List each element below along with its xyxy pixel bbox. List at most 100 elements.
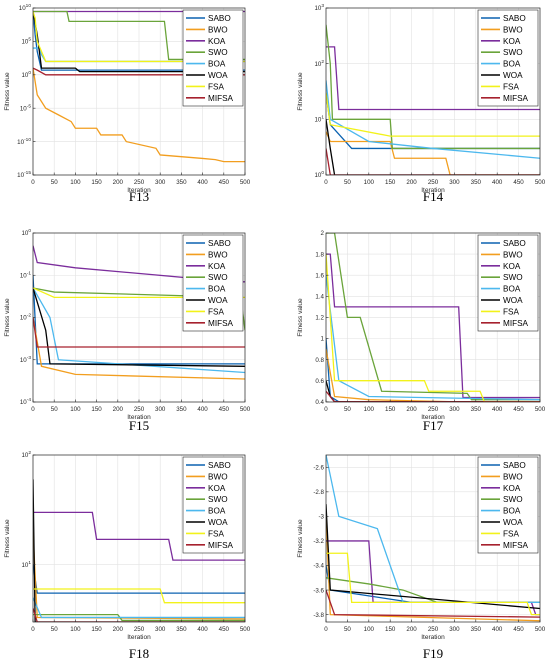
- legend-box: [182, 456, 244, 554]
- legend-box: [477, 9, 539, 107]
- x-tick-label: 150: [385, 179, 396, 186]
- x-tick-label: 450: [513, 626, 524, 633]
- legend: SABO BWO KOA SWO BOA WOA FSA MIFSA: [182, 456, 244, 554]
- x-tick-label: 350: [176, 179, 187, 186]
- chart-caption: F14: [423, 189, 444, 204]
- legend-label-fsa: FSA: [503, 82, 519, 91]
- y-axis-label: Fitness value: [4, 298, 11, 337]
- y-tick-label: 102: [21, 450, 31, 459]
- series-line-fsa: [33, 588, 245, 604]
- x-tick-label: 400: [492, 406, 503, 413]
- y-axis-label: Fitness value: [4, 72, 11, 111]
- legend-label-sabo: SABO: [503, 239, 526, 248]
- y-tick-label: 105: [21, 37, 31, 46]
- chart-panel-f14: 0 50 100 150 200 250 300 350 400 450 500 103 102 101 1…: [297, 3, 546, 204]
- y-tick-label: -2.8: [313, 489, 324, 496]
- y-axis-label: Fitness value: [297, 72, 304, 111]
- x-tick-label: 100: [364, 626, 375, 633]
- legend-label-mifsa: MIFSA: [503, 319, 529, 328]
- chart-caption: F17: [423, 418, 444, 433]
- chart-panel-f15: 0 50 100 150 200 250 300 350 400 450 500 100 10-1 10-…: [4, 228, 251, 433]
- x-tick-label: 0: [324, 179, 328, 186]
- series-line-koa: [33, 511, 245, 561]
- y-tick-label: 10-1: [20, 270, 31, 279]
- legend-label-swo: SWO: [208, 48, 228, 57]
- legend: SABO BWO KOA SWO BOA WOA FSA MIFSA: [477, 9, 539, 107]
- legend-box: [182, 234, 244, 332]
- legend-label-boa: BOA: [503, 60, 521, 69]
- y-tick-label: 10-3: [20, 355, 31, 364]
- x-tick-label: 50: [51, 626, 58, 633]
- legend-label-woa: WOA: [208, 518, 228, 527]
- legend-box: [477, 234, 539, 332]
- y-tick-label: 1.6: [315, 272, 324, 279]
- y-tick-label: -3.4: [313, 563, 324, 570]
- x-tick-label: 0: [324, 626, 328, 633]
- series-line-fsa: [326, 92, 540, 137]
- legend-label-boa: BOA: [503, 507, 521, 516]
- y-tick-label: 102: [314, 59, 324, 68]
- y-tick-label: 0.8: [315, 357, 324, 364]
- y-tick-label: 10-4: [20, 397, 31, 406]
- x-tick-label: 200: [113, 626, 124, 633]
- series-line-boa: [33, 287, 245, 374]
- series-line-mifsa: [33, 317, 245, 348]
- legend-label-sabo: SABO: [208, 461, 231, 470]
- x-tick-label: 50: [344, 626, 351, 633]
- y-tick-label: -3.8: [313, 612, 324, 619]
- x-tick-label: 300: [449, 626, 460, 633]
- x-tick-label: 400: [197, 179, 208, 186]
- x-tick-label: 450: [513, 406, 524, 413]
- x-tick-label: 0: [31, 626, 35, 633]
- x-axis-label: Iteration: [127, 634, 151, 641]
- series-line-fsa: [326, 552, 540, 616]
- x-tick-label: 0: [324, 406, 328, 413]
- x-tick-label: 450: [219, 179, 230, 186]
- y-tick-label: 1.4: [315, 293, 324, 300]
- legend-label-woa: WOA: [503, 296, 523, 305]
- legend-label-mifsa: MIFSA: [208, 319, 234, 328]
- legend-box: [477, 456, 539, 554]
- legend-label-mifsa: MIFSA: [503, 94, 529, 103]
- x-tick-label: 0: [31, 179, 35, 186]
- x-tick-label: 50: [344, 406, 351, 413]
- x-tick-label: 300: [155, 179, 166, 186]
- legend-label-mifsa: MIFSA: [208, 94, 234, 103]
- series-line-sabo: [33, 11, 245, 71]
- series-line-boa: [33, 597, 245, 619]
- y-tick-label: -3.2: [313, 538, 324, 545]
- x-tick-label: 150: [91, 179, 102, 186]
- legend-label-koa: KOA: [208, 484, 226, 493]
- series-line-bwo: [326, 131, 540, 175]
- x-tick-label: 350: [176, 406, 187, 413]
- y-tick-label: -3.6: [313, 587, 324, 594]
- x-tick-label: 50: [344, 179, 351, 186]
- y-tick-label: 100: [21, 70, 31, 79]
- series-line-mifsa: [326, 589, 540, 618]
- legend-label-boa: BOA: [208, 507, 226, 516]
- x-tick-label: 150: [385, 626, 396, 633]
- y-tick-label: 103: [314, 3, 324, 12]
- chart-caption: F15: [129, 418, 149, 433]
- y-tick-label: 10-2: [20, 313, 31, 322]
- y-tick-label: 1010: [19, 3, 32, 12]
- x-tick-label: 450: [219, 406, 230, 413]
- x-tick-label: 50: [51, 406, 58, 413]
- y-tick-label: 0.4: [315, 399, 324, 406]
- x-axis-label: Iteration: [421, 634, 445, 641]
- legend-label-fsa: FSA: [208, 307, 224, 316]
- series-line-swo: [326, 24, 540, 150]
- x-tick-label: 450: [513, 179, 524, 186]
- series-line-mifsa: [33, 67, 245, 76]
- legend-label-mifsa: MIFSA: [208, 541, 234, 550]
- y-tick-label: 10-15: [17, 170, 31, 179]
- series-line-koa: [326, 46, 540, 111]
- legend: SABO BWO KOA SWO BOA WOA FSA MIFSA: [182, 9, 244, 107]
- legend-label-bwo: BWO: [503, 472, 523, 481]
- x-tick-label: 400: [197, 626, 208, 633]
- x-axis-label: Iteration: [421, 414, 445, 421]
- x-tick-label: 150: [91, 626, 102, 633]
- series-line-boa: [326, 275, 540, 401]
- y-tick-label: 10-10: [17, 137, 31, 146]
- series-group: [326, 455, 540, 622]
